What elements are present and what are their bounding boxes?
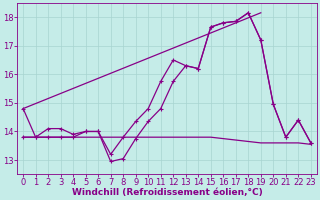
X-axis label: Windchill (Refroidissement éolien,°C): Windchill (Refroidissement éolien,°C) [72,188,262,197]
